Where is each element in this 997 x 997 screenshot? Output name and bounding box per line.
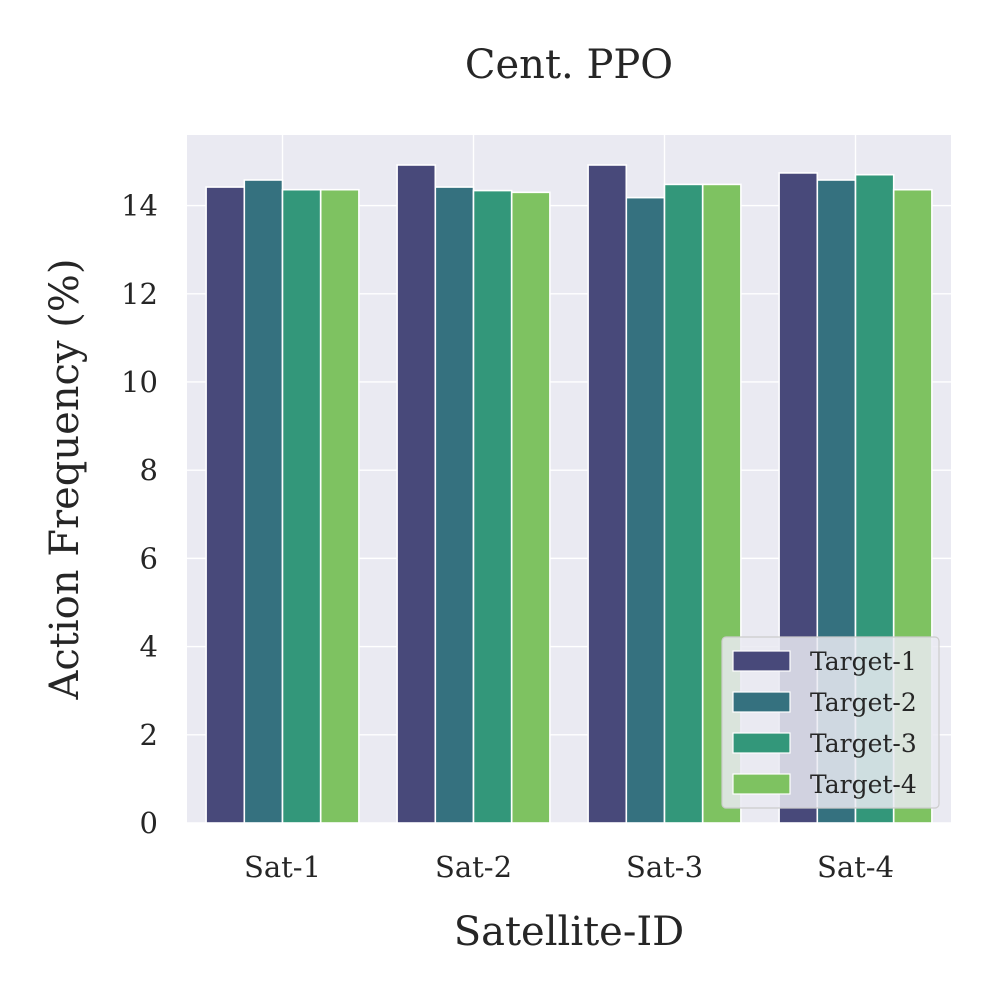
legend-swatch-target-4 bbox=[732, 773, 791, 795]
bar-target-1-sat-3 bbox=[587, 164, 628, 824]
bar-target-3-sat-3 bbox=[663, 183, 704, 824]
legend-swatch-target-2 bbox=[732, 691, 791, 713]
y-tick-labels: 0 2 4 6 8 10 12 14 bbox=[121, 189, 158, 840]
y-tick-label: 4 bbox=[140, 630, 158, 664]
legend: Target-1 Target-2 Target-3 Target-4 bbox=[721, 636, 940, 809]
legend-label-target-1: Target-1 bbox=[810, 647, 917, 676]
y-tick-label: 14 bbox=[121, 189, 158, 223]
legend-swatch-target-3 bbox=[732, 732, 791, 754]
bar-target-3-sat-1 bbox=[281, 188, 322, 824]
bar-target-2-sat-2 bbox=[434, 186, 475, 824]
bar-target-4-sat-2 bbox=[510, 191, 551, 824]
x-tick-labels: Sat-1 Sat-2 Sat-3 Sat-4 bbox=[244, 850, 894, 884]
y-axis-label: Action Frequency (%) bbox=[42, 259, 88, 701]
bars bbox=[205, 164, 933, 824]
bar-target-2-sat-3 bbox=[625, 196, 666, 824]
legend-label-target-3: Target-3 bbox=[810, 729, 917, 758]
x-tick-label: Sat-1 bbox=[244, 850, 321, 884]
y-tick-label: 8 bbox=[140, 453, 158, 487]
y-tick-label: 6 bbox=[140, 541, 158, 575]
bar-target-2-sat-1 bbox=[243, 179, 284, 824]
bar-target-4-sat-1 bbox=[319, 188, 360, 824]
legend-box bbox=[721, 636, 940, 809]
x-axis-label: Satellite-ID bbox=[454, 909, 685, 955]
y-tick-label: 0 bbox=[140, 806, 158, 840]
x-tick-label: Sat-3 bbox=[626, 850, 703, 884]
y-tick-label: 2 bbox=[140, 718, 158, 752]
legend-label-target-4: Target-4 bbox=[810, 770, 917, 799]
bar-target-3-sat-2 bbox=[472, 189, 513, 824]
y-tick-label: 12 bbox=[121, 277, 158, 311]
x-tick-label: Sat-2 bbox=[435, 850, 512, 884]
x-tick-label: Sat-4 bbox=[817, 850, 894, 884]
bar-target-1-sat-2 bbox=[396, 164, 437, 824]
bar-target-1-sat-1 bbox=[205, 186, 246, 824]
chart-title: Cent. PPO bbox=[465, 42, 673, 88]
legend-swatch-target-1 bbox=[732, 650, 791, 672]
y-tick-label: 10 bbox=[121, 365, 158, 399]
legend-label-target-2: Target-2 bbox=[810, 688, 917, 717]
